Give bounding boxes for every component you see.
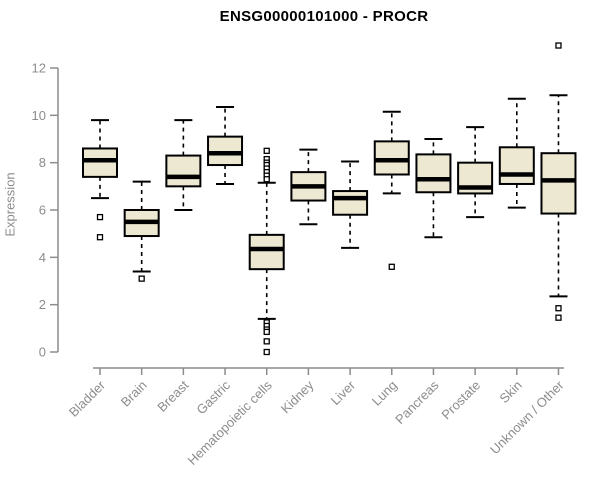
x-tick-label: Bladder	[66, 377, 109, 420]
outlier-point	[263, 328, 270, 336]
boxplot-pancreas	[415, 138, 452, 239]
x-tick-label: Brain	[118, 378, 150, 410]
box-rect	[82, 147, 118, 178]
chart-title: ENSG00000101000 - PROCR	[219, 8, 429, 25]
x-tick-label: Pancreas	[392, 377, 442, 427]
box-rect	[248, 233, 285, 271]
outlier-point	[555, 305, 562, 312]
boxplot-hematopoietic-cells	[248, 147, 285, 356]
box-rect	[207, 135, 244, 167]
x-tick-label: Kidney	[278, 377, 317, 416]
outlier-point	[555, 42, 562, 49]
outlier-point	[388, 263, 395, 270]
y-tick-label: 10	[32, 108, 46, 123]
outlier-point	[263, 348, 270, 356]
boxplot-bladder	[82, 119, 118, 241]
boxplot-breast	[165, 119, 202, 211]
x-tick-label: Prostate	[438, 378, 483, 423]
x-tick-label: Skin	[496, 378, 524, 406]
outlier-point	[263, 147, 270, 154]
x-tick-label: Breast	[154, 377, 191, 414]
y-tick-label: 4	[39, 250, 46, 265]
boxplot-unknown-other	[540, 42, 577, 321]
box-rect	[498, 146, 535, 185]
box-rect	[415, 153, 452, 194]
y-tick-label: 12	[32, 61, 46, 76]
outlier-point	[263, 338, 270, 345]
box-rect	[540, 152, 577, 215]
y-tick-label: 0	[39, 345, 46, 360]
boxplot-kidney	[290, 148, 327, 226]
boxplot-skin	[498, 97, 535, 209]
x-tick-label: Lung	[369, 378, 400, 409]
outlier-point	[138, 275, 145, 282]
outlier-point	[96, 213, 104, 221]
outlier-point	[96, 234, 104, 241]
boxplot-gastric	[207, 106, 244, 185]
box-rect	[332, 190, 369, 216]
box-rect	[165, 154, 202, 188]
outlier-point	[263, 176, 270, 183]
outlier-point	[555, 314, 562, 321]
x-tick-label: Gastric	[193, 377, 233, 417]
y-tick-label: 6	[39, 203, 46, 218]
boxplot-brain	[123, 180, 160, 282]
boxplot-liver	[332, 160, 369, 249]
y-tick-label: 2	[39, 297, 46, 312]
x-tick-label: Liver	[328, 377, 359, 408]
boxplot-prostate	[457, 126, 494, 219]
y-tick-label: 8	[39, 155, 46, 170]
x-tick-label: Unknown / Other	[487, 377, 567, 457]
boxplot-lung	[373, 110, 410, 270]
box-rect	[373, 140, 410, 176]
